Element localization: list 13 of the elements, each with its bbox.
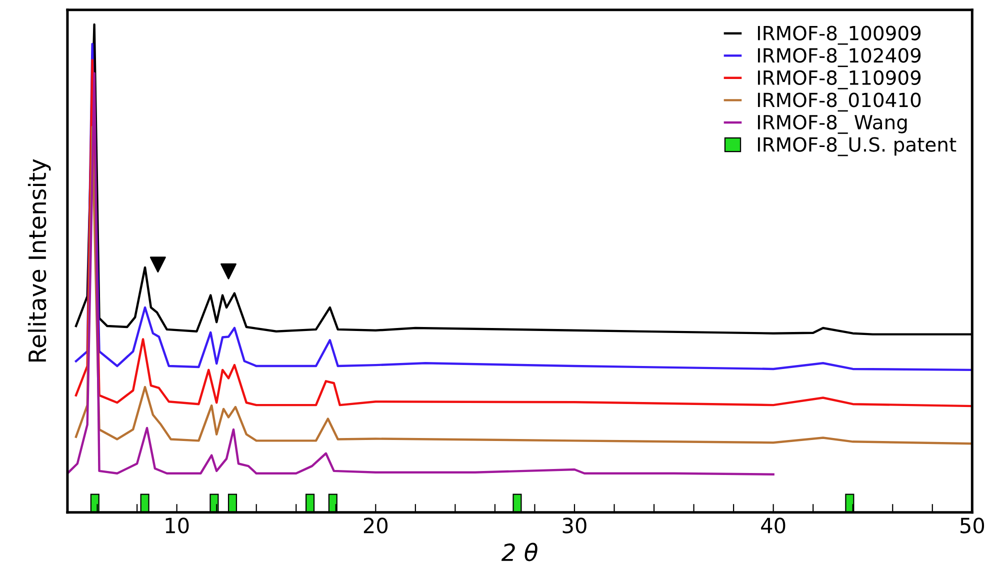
x-axis-title: 2 θ: [501, 542, 538, 562]
x-tick-label: 40: [761, 518, 786, 534]
x-tick-label: 50: [960, 518, 984, 534]
legend-label: IRMOF-8_110909: [758, 70, 921, 90]
x-tick-label: 30: [562, 518, 586, 534]
y-axis-title: Relitave Intensity: [28, 159, 51, 362]
x-tick-label: 10: [166, 518, 189, 534]
legend-label: IRMOF-8_010410: [758, 92, 921, 112]
x-tick-label: 20: [364, 518, 388, 534]
legend-label: IRMOF-8_100909: [758, 26, 921, 45]
legend-label: IRMOF-8_ Wang: [758, 114, 907, 134]
legend-label: IRMOF-8_102409: [758, 48, 921, 68]
legend-label: IRMOF-8_U.S. patent: [758, 137, 956, 156]
